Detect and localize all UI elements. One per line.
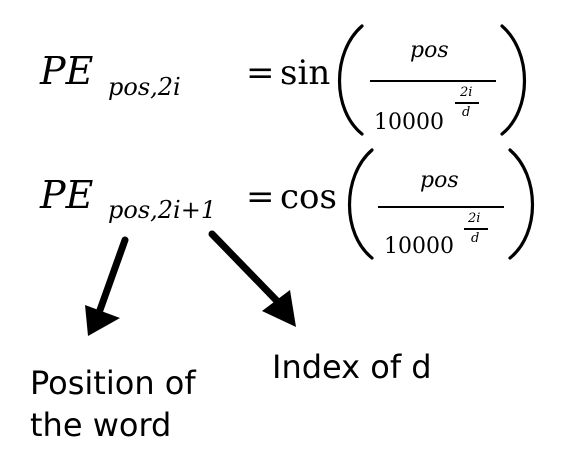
equals-sign: = [246,53,275,93]
right-paren-icon [500,24,527,136]
pe-symbol: PE [40,173,94,217]
exponent-numerator: 2i [460,85,473,100]
arrow-head-index-icon [262,290,296,327]
arrow-head-position-icon [85,305,120,336]
denominator-base: 10000 [374,110,444,135]
pe-subscript: pos,2i+1 [108,196,217,224]
pe-symbol: PE [40,49,94,93]
equation-cos: PE pos,2i+1 = cos pos 10000 2i d [0,0,572,258]
sin-function: sin [280,53,331,93]
position-label: Position of the word [30,362,196,446]
position-label-line1: Position of [30,364,196,402]
right-paren-icon [508,148,535,260]
arrow-line-position [96,236,129,314]
cos-function: cos [280,177,337,217]
pe-subscript: pos,2i [108,73,181,101]
exponent-numerator: 2i [468,211,481,226]
index-label: Index of d [272,348,432,386]
exponent-denominator: d [462,105,471,120]
equals-sign: = [246,177,275,217]
exponent-bar [455,102,479,104]
numerator-pos: pos [410,38,449,63]
left-paren-icon [347,148,374,260]
fraction-bar [378,206,504,208]
denominator-base: 10000 [384,234,454,259]
exponent-denominator: d [471,231,480,246]
fraction-bar [370,80,496,82]
numerator-pos: pos [420,168,459,193]
arrow-line-index [208,230,282,306]
equation-sin: PE pos,2i = sin pos 10000 2i d [0,0,572,134]
position-label-line2: the word [30,406,172,444]
left-paren-icon [337,24,364,136]
exponent-bar [464,228,488,230]
